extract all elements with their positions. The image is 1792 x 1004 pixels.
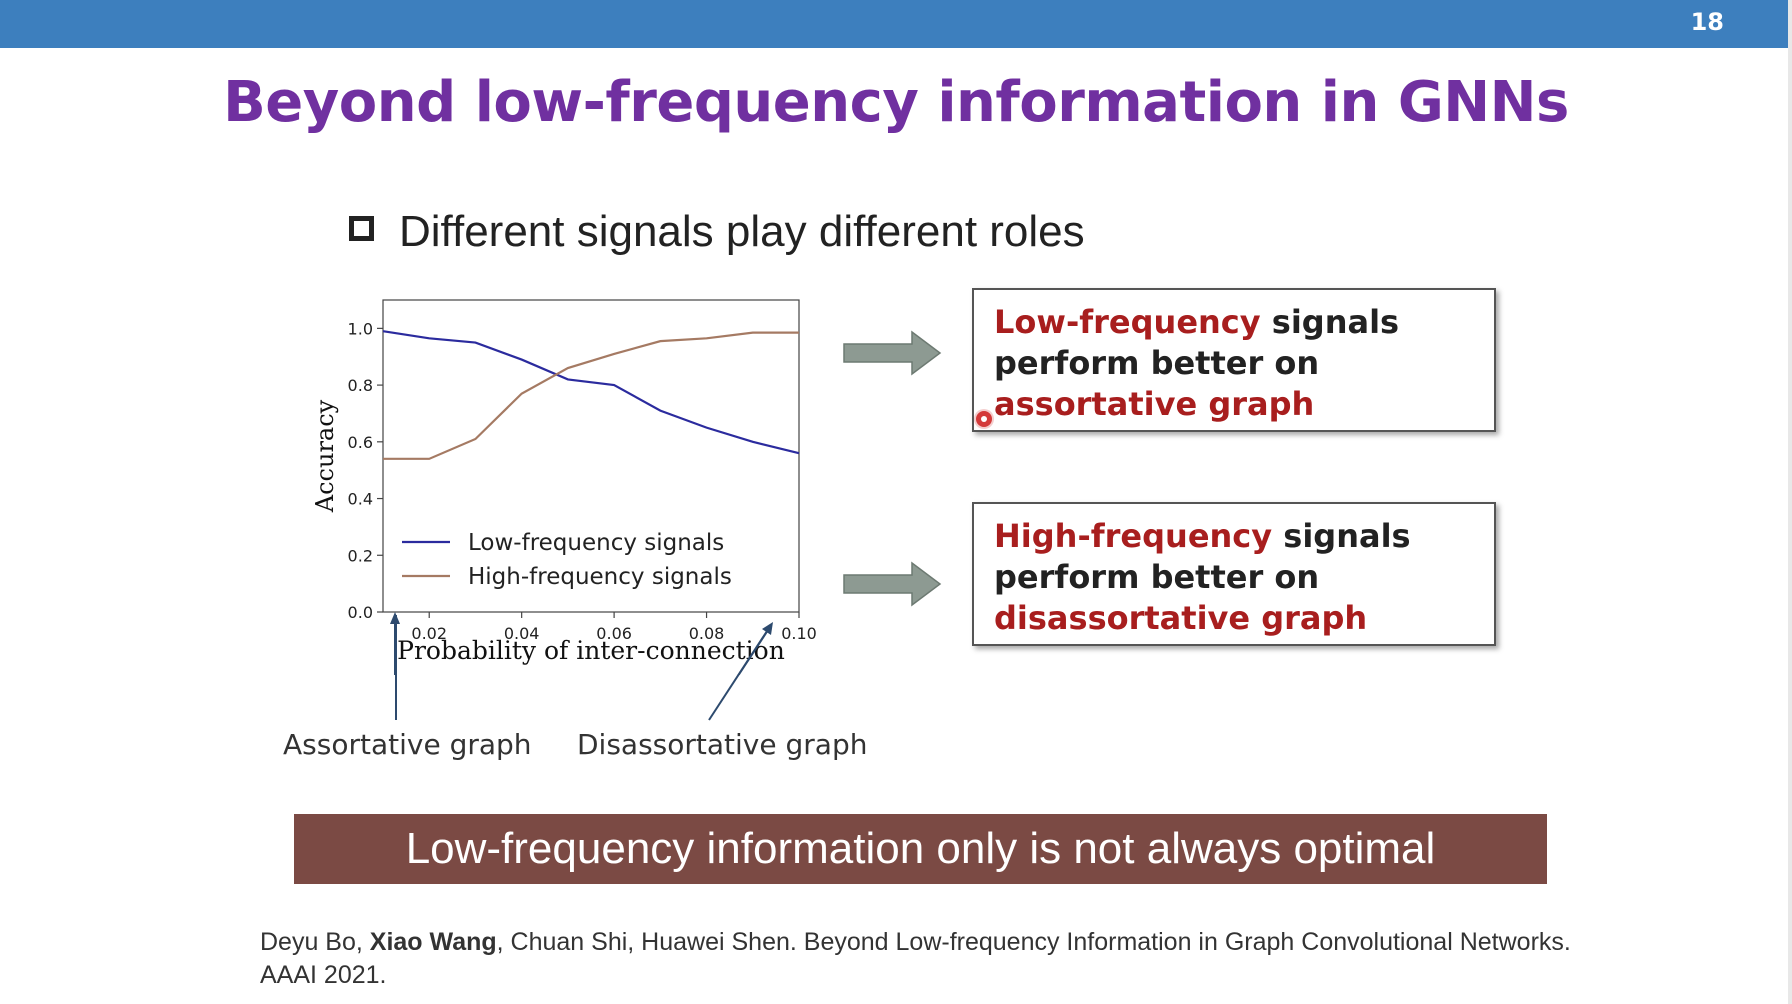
reference-author: Deyu Bo, — [260, 928, 370, 956]
high-frequency-callout: High-frequency signals perform better on… — [972, 502, 1496, 646]
disassortative-graph-label: Disassortative graph — [577, 728, 868, 761]
reference-text: , Chuan Shi, Huawei Shen. Beyond Low-fre… — [260, 928, 1571, 989]
legend-label-high: High-frequency signals — [468, 564, 732, 590]
series-line-high-frequency — [383, 331, 799, 460]
y-tick-label: 0.0 — [348, 603, 373, 622]
callout-highlight: Low-frequency — [994, 303, 1261, 341]
slide-header-bar: 18 — [0, 0, 1788, 48]
x-tick-label: 0.06 — [596, 624, 632, 643]
y-tick-label: 0.2 — [348, 546, 373, 565]
square-bullet-icon — [349, 216, 374, 241]
y-axis-label: Accuracy — [311, 399, 339, 513]
slide-title: Beyond low-frequency information in GNNs — [223, 70, 1569, 135]
x-tick-label: 0.02 — [411, 624, 447, 643]
disassortative-pointer-head — [762, 622, 773, 635]
callout-text: signals perform better on — [994, 303, 1400, 382]
bullet-text: Different signals play different roles — [399, 207, 1085, 256]
laser-pointer-icon — [976, 411, 992, 427]
y-tick-label: 1.0 — [348, 319, 373, 338]
page-number: 18 — [1690, 8, 1724, 36]
callout-highlight: High-frequency — [994, 517, 1273, 555]
conclusion-banner: Low-frequency information only is not al… — [294, 814, 1547, 884]
low-frequency-callout: Low-frequency signals perform better on … — [972, 288, 1496, 432]
y-tick-label: 0.8 — [348, 376, 373, 395]
chart-legend: Low-frequency signals High-frequency sig… — [402, 530, 732, 590]
x-tick-label: 0.04 — [504, 624, 540, 643]
reference-author-bold: Xiao Wang — [369, 928, 497, 956]
y-tick-label: 0.6 — [348, 433, 373, 452]
x-axis-ticks: 0.02 0.04 0.06 0.08 0.10 — [411, 612, 817, 643]
accuracy-chart: 0.00.20.40.60.81.0 0.02 0.04 0.06 0.08 0.10 … — [311, 299, 817, 675]
right-arrow-icon — [843, 330, 942, 376]
chart-series-lines — [382, 330, 800, 460]
y-tick-label: 0.4 — [348, 490, 373, 509]
reference-citation: Deyu Bo, Xiao Wang, Chuan Shi, Huawei Sh… — [260, 926, 1580, 992]
right-arrow-icon — [843, 561, 942, 607]
callout-text: signals perform better on — [994, 517, 1411, 596]
window-edge — [1788, 0, 1792, 1004]
callout-highlight: assortative graph — [994, 385, 1315, 423]
assortative-pointer-head — [390, 612, 400, 624]
x-axis-label: Probability of inter-connection — [397, 636, 785, 665]
legend-label-low: Low-frequency signals — [468, 530, 724, 556]
series-line-low-frequency — [382, 330, 800, 455]
y-axis-ticks: 0.0 0.2 0.4 0.6 0.8 1.0 — [348, 319, 383, 622]
callout-highlight: disassortative graph — [994, 599, 1368, 637]
plot-frame — [382, 299, 800, 613]
assortative-graph-label: Assortative graph — [283, 728, 532, 761]
x-tick-label: 0.10 — [781, 624, 817, 643]
